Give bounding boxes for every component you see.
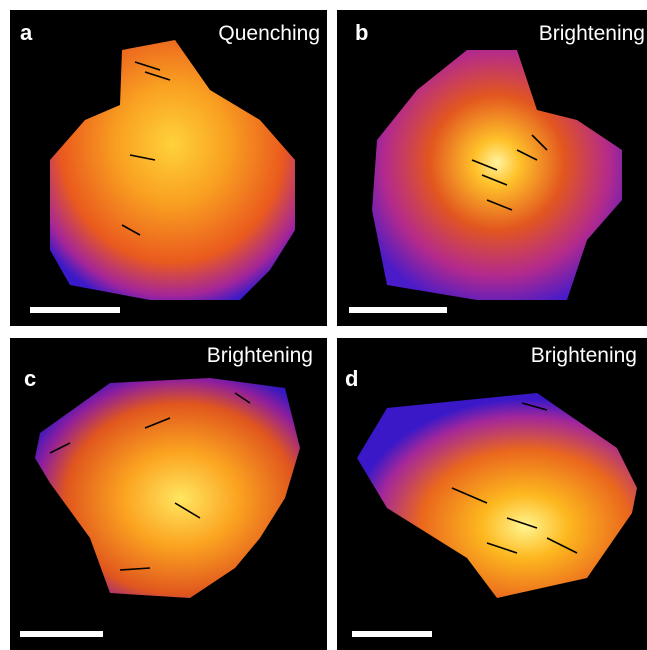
- panel-label: c: [24, 366, 36, 391]
- panel: b Brightening: [337, 10, 647, 326]
- panel-title: Quenching: [218, 22, 320, 45]
- panel: c Brightening: [10, 338, 327, 650]
- scale-bar: [352, 631, 432, 637]
- panel-label: b: [355, 20, 368, 45]
- panel: a Quenching: [10, 10, 327, 326]
- panel-label: d: [345, 366, 358, 391]
- figure: a Quenching b Brightening c Brightening …: [0, 0, 647, 650]
- scale-bar: [349, 307, 447, 313]
- scale-bar: [30, 307, 120, 313]
- panel: d Brightening: [337, 338, 647, 650]
- panel-title: Brightening: [207, 344, 313, 367]
- scale-bar: [20, 631, 103, 637]
- panel-label: a: [20, 20, 33, 45]
- panel-title: Brightening: [539, 22, 645, 45]
- panel-title: Brightening: [531, 344, 637, 367]
